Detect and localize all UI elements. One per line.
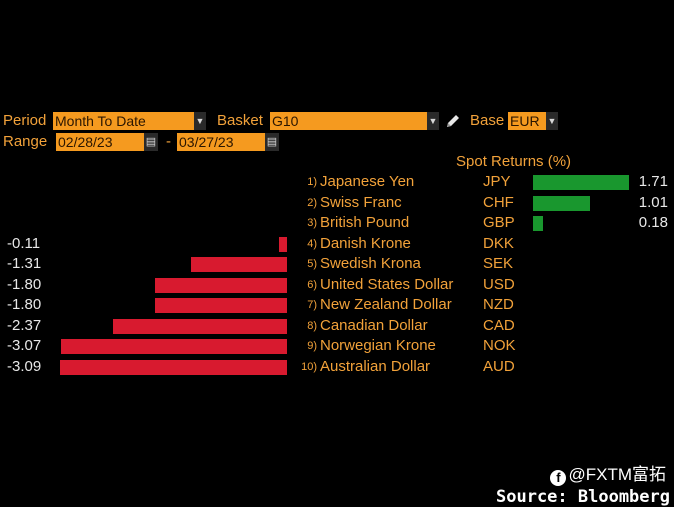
return-value: -1.80 [7,275,42,293]
positive-return-bar [533,195,590,211]
currency-code: JPY [483,173,511,190]
row-rank[interactable]: 5) [307,258,317,271]
return-value: -3.07 [7,337,42,355]
currency-code: CAD [483,316,515,334]
return-value: 0.18 [638,214,668,232]
currency-name[interactable]: New Zealand Dollar [320,296,452,314]
row-rank[interactable]: 1) [307,176,317,188]
negative-return-bar [154,277,287,293]
currency-row[interactable]: 7) New Zealand Dollar NZD -1.80 [0,295,674,315]
return-value: 1.71 [638,173,668,190]
negative-return-bar [60,359,287,375]
currency-row[interactable]: 10) Australian Dollar AUD -3.09 [0,357,674,377]
base-label: Base [470,112,505,129]
negative-return-bar [154,298,287,314]
return-value: 1.01 [638,193,668,211]
currency-code: CHF [483,193,514,211]
edit-pencil-icon[interactable] [444,112,462,130]
spot-returns-header: Spot Returns (%) [456,153,572,170]
currency-code: GBP [483,214,515,232]
calendar-icon[interactable]: ▤ [265,133,279,151]
currency-code: NZD [483,296,514,314]
currency-name[interactable]: Japanese Yen [320,173,415,190]
negative-return-bar [61,339,287,355]
base-dropdown[interactable]: EUR [508,112,546,130]
currency-name[interactable]: Swiss Franc [320,193,402,211]
period-dropdown[interactable]: Month To Date [53,112,194,130]
range-label: Range [3,133,48,150]
positive-return-bar [533,216,544,232]
return-value: -3.09 [7,357,42,375]
row-rank[interactable]: 10) [301,360,317,373]
currency-row[interactable]: 2) Swiss Franc CHF 1.01 [0,193,674,213]
row-rank[interactable]: 3) [307,217,317,230]
row-rank[interactable]: 9) [307,340,317,353]
base-dropdown-arrow-icon[interactable]: ▼ [546,112,558,130]
brand-text: @FXTM富拓 [568,465,666,484]
currency-row[interactable]: 1) Japanese Yen JPY 1.71 [0,172,674,192]
currency-name[interactable]: British Pound [320,214,410,232]
currency-name[interactable]: Swedish Krona [320,255,421,273]
negative-return-bar [190,257,287,273]
currency-name[interactable]: Canadian Dollar [320,316,428,334]
currency-name[interactable]: United States Dollar [320,275,454,293]
row-rank[interactable]: 4) [307,237,317,250]
return-value: -1.80 [7,296,42,314]
period-dropdown-arrow-icon[interactable]: ▼ [194,112,206,130]
facebook-icon: f [550,470,567,486]
currency-row[interactable]: 9) Norwegian Krone NOK -3.07 [0,336,674,356]
return-value: -0.11 [7,234,41,252]
currency-name[interactable]: Danish Krone [320,234,411,252]
currency-row[interactable]: 6) United States Dollar USD -1.80 [0,275,674,295]
range-separator: - [166,133,171,150]
row-rank[interactable]: 8) [307,319,317,332]
source-note: Source: Bloomberg [496,487,670,507]
return-value: -2.37 [7,316,42,334]
currency-code: USD [483,275,515,293]
basket-dropdown-arrow-icon[interactable]: ▼ [427,112,439,130]
brand-watermark: f @FXTM富拓 [550,460,666,486]
currency-row[interactable]: 5) Swedish Krona SEK -1.31 [0,254,674,274]
currency-row[interactable]: 8) Canadian Dollar CAD -2.37 [0,316,674,336]
period-label: Period [3,112,47,129]
range-end-input[interactable]: 03/27/23 [177,133,265,151]
negative-return-bar [112,318,287,334]
currency-name[interactable]: Norwegian Krone [320,337,436,355]
currency-code: SEK [483,255,514,273]
basket-label: Basket [217,112,263,129]
currency-row[interactable]: 4) Danish Krone DKK -0.11 [0,234,674,254]
row-rank[interactable]: 6) [307,278,317,291]
basket-dropdown[interactable]: G10 [270,112,427,130]
currency-code: DKK [483,234,514,252]
row-rank[interactable]: 2) [307,196,317,209]
currency-name[interactable]: Australian Dollar [320,357,431,375]
return-value: -1.31 [7,255,42,273]
currency-row[interactable]: 3) British Pound GBP 0.18 [0,213,674,233]
positive-return-bar [533,175,629,190]
negative-return-bar [278,236,287,252]
calendar-icon[interactable]: ▤ [144,133,158,151]
range-start-input[interactable]: 02/28/23 [56,133,144,151]
row-rank[interactable]: 7) [307,299,317,312]
currency-code: NOK [483,337,516,355]
currency-code: AUD [483,357,515,375]
